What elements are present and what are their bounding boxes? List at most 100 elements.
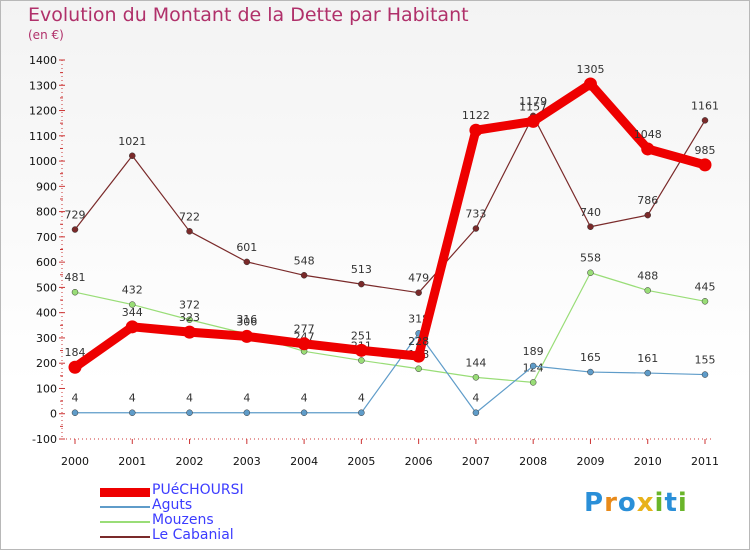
data-point (583, 77, 597, 91)
chart-title: Evolution du Montant de la Dette par Hab… (28, 4, 469, 26)
data-point (587, 223, 594, 231)
data-point (412, 349, 426, 363)
data-point (469, 123, 483, 137)
legend-label: Le Cabanial (152, 527, 234, 543)
series-line (74, 272, 706, 384)
data-point (529, 362, 537, 370)
y-tick-label: 1000 (29, 155, 57, 168)
data-point (701, 298, 709, 305)
data-point (354, 343, 368, 357)
x-tick-label: 2005 (347, 455, 375, 468)
data-point (183, 325, 197, 339)
data-label: 729 (65, 209, 86, 222)
data-point (125, 320, 139, 334)
y-tick-label: 1400 (29, 54, 57, 67)
data-point (701, 371, 709, 378)
x-tick-label: 2008 (519, 455, 547, 468)
data-label: 344 (122, 306, 143, 319)
data-point (129, 301, 136, 308)
data-label: 488 (637, 269, 658, 282)
y-tick-label: 1300 (29, 79, 57, 92)
data-point (698, 158, 712, 172)
logo-letter: i (654, 488, 665, 518)
data-label: 1048 (634, 128, 662, 141)
data-point (186, 228, 193, 235)
data-point (415, 289, 422, 296)
logo-letter: x (636, 488, 655, 518)
data-point (240, 329, 254, 343)
data-point (358, 357, 365, 364)
x-tick-label: 2004 (290, 455, 318, 468)
legend-swatch (100, 521, 150, 523)
y-tick-label: 100 (36, 382, 57, 395)
data-label: 513 (351, 263, 372, 276)
data-point (587, 368, 594, 376)
y-tick-label: 900 (36, 180, 57, 193)
data-label: 601 (236, 241, 257, 254)
y-tick-label: 1200 (29, 105, 57, 118)
data-label: 481 (65, 271, 86, 284)
data-label: 445 (695, 280, 716, 293)
data-label: 4 (472, 392, 479, 405)
x-tick-label: 2007 (462, 455, 490, 468)
y-tick-label: 1100 (29, 130, 57, 143)
data-label: 323 (179, 311, 200, 324)
data-point (300, 272, 308, 279)
data-label: 985 (695, 144, 716, 157)
legend-label: PUéCHOURSI (152, 482, 244, 498)
data-point (644, 211, 651, 219)
data-label: 786 (637, 194, 658, 207)
series-line (74, 332, 706, 414)
x-tick-label: 2011 (691, 455, 719, 468)
data-point (526, 114, 540, 128)
y-tick-label: 400 (36, 307, 57, 320)
data-point (641, 142, 655, 156)
data-label: 558 (580, 252, 601, 265)
logo-letter: P (584, 488, 605, 518)
data-label: 4 (301, 392, 308, 405)
data-label: 548 (294, 254, 315, 267)
logo-letter: r (604, 488, 618, 518)
data-point (68, 360, 82, 374)
y-axis-unit: (en €) (28, 28, 64, 42)
data-point (644, 369, 651, 377)
data-label: 184 (65, 346, 86, 359)
data-point (358, 280, 365, 288)
y-tick-label: 0 (50, 408, 57, 421)
x-tick-label: 2010 (634, 455, 662, 468)
data-label: 161 (637, 352, 658, 365)
data-label: 306 (236, 315, 257, 328)
data-label: 228 (408, 335, 429, 348)
data-point (358, 409, 365, 416)
x-tick-label: 2000 (61, 455, 89, 468)
data-label: 4 (243, 392, 250, 405)
data-label: 372 (179, 299, 200, 312)
data-label: 1179 (519, 95, 547, 108)
data-label: 165 (580, 351, 601, 364)
data-label: 4 (72, 392, 79, 405)
data-label: 277 (294, 323, 315, 336)
data-point (472, 225, 480, 232)
data-point (644, 287, 651, 294)
data-point (297, 337, 311, 351)
data-point (300, 409, 308, 416)
series-line (74, 115, 706, 294)
data-label: 722 (179, 210, 200, 223)
data-point (472, 409, 480, 416)
data-label: 1305 (576, 63, 604, 76)
data-point (701, 117, 709, 124)
data-label: 189 (523, 345, 544, 358)
logo-letter: t (664, 488, 678, 518)
series-line (70, 79, 710, 372)
data-label: 1122 (462, 109, 490, 122)
y-tick-label: 200 (36, 357, 57, 370)
data-point (71, 288, 79, 296)
data-label: 4 (186, 392, 193, 405)
x-tick-label: 2002 (176, 455, 204, 468)
logo-letter: i (677, 488, 688, 518)
data-point (71, 409, 79, 416)
data-point (415, 365, 422, 373)
data-label: 316 (236, 313, 257, 326)
